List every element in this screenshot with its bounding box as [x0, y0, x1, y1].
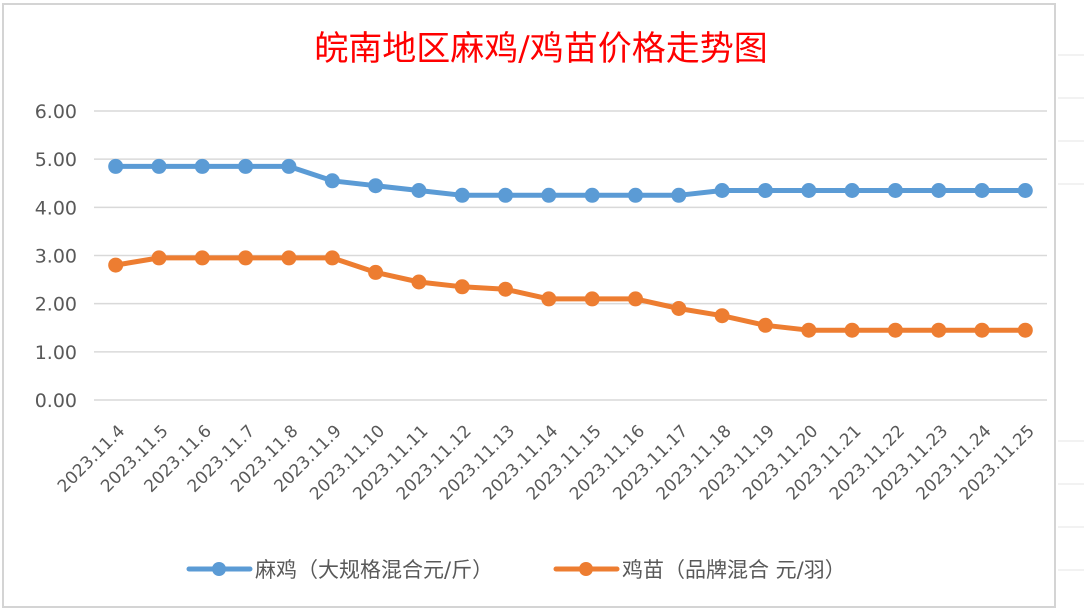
- y-tick-label: 5.00: [35, 149, 77, 171]
- data-point-series-1[interactable]: [1017, 322, 1033, 338]
- data-point-series-0[interactable]: [238, 158, 254, 174]
- data-point-series-1[interactable]: [151, 250, 167, 266]
- data-point-series-1[interactable]: [844, 322, 860, 338]
- y-tick-label: 1.00: [35, 342, 77, 364]
- data-point-series-0[interactable]: [194, 158, 210, 174]
- data-point-series-1[interactable]: [801, 322, 817, 338]
- data-point-series-0[interactable]: [757, 183, 773, 198]
- data-point-series-1[interactable]: [368, 264, 384, 280]
- chart-title: 皖南地区麻鸡/鸡苗价格走势图: [314, 29, 767, 69]
- line-chart: 皖南地区麻鸡/鸡苗价格走势图 0.00 1.00 2.00 3.00 4.00 5.00 6…: [35, 29, 1047, 582]
- data-point-series-1[interactable]: [238, 250, 254, 266]
- data-point-series-1[interactable]: [931, 322, 947, 338]
- data-point-series-1[interactable]: [757, 317, 773, 333]
- y-tick-label: 2.00: [35, 294, 77, 316]
- legend-label-0: 麻鸡（大规格混合元/斤）: [255, 558, 493, 582]
- y-tick-label: 3.00: [35, 246, 77, 268]
- data-point-series-0[interactable]: [324, 173, 340, 189]
- data-point-series-0[interactable]: [368, 178, 384, 194]
- data-point-series-0[interactable]: [498, 187, 513, 203]
- data-point-series-1[interactable]: [108, 257, 124, 273]
- data-point-series-0[interactable]: [931, 183, 947, 198]
- data-point-series-1[interactable]: [194, 250, 210, 266]
- data-point-series-0[interactable]: [844, 183, 860, 198]
- series-line-0: [113, 163, 1028, 198]
- y-tick-label: 0.00: [35, 390, 77, 412]
- legend-swatch-marker-0: [212, 562, 226, 576]
- data-point-series-1[interactable]: [498, 281, 513, 297]
- legend: 麻鸡（大规格混合元/斤） 鸡苗（品牌混合 元/羽）: [186, 558, 846, 582]
- chart-area[interactable]: 皖南地区麻鸡/鸡苗价格走势图 0.00 1.00 2.00 3.00 4.00 5.00 6…: [2, 3, 1056, 608]
- data-point-series-0[interactable]: [281, 158, 297, 174]
- legend-label-1: 鸡苗（品牌混合 元/羽）: [622, 558, 846, 582]
- data-point-series-1[interactable]: [541, 291, 557, 307]
- data-point-series-1[interactable]: [454, 279, 470, 295]
- data-point-series-0[interactable]: [714, 183, 730, 198]
- data-markers: [108, 158, 1033, 338]
- data-point-series-1[interactable]: [974, 322, 990, 338]
- legend-item-series-0[interactable]: 麻鸡（大规格混合元/斤）: [186, 558, 493, 582]
- data-point-series-1[interactable]: [887, 322, 903, 338]
- y-axis-ticks: 0.00 1.00 2.00 3.00 4.00 5.00 6.00: [35, 101, 77, 412]
- data-point-series-0[interactable]: [151, 158, 167, 174]
- data-point-series-0[interactable]: [887, 183, 903, 198]
- data-point-series-1[interactable]: [671, 301, 687, 316]
- data-point-series-1[interactable]: [411, 274, 427, 290]
- data-point-series-1[interactable]: [324, 250, 340, 266]
- data-point-series-0[interactable]: [974, 183, 990, 198]
- data-point-series-0[interactable]: [541, 187, 557, 203]
- x-axis-ticks: 2023.11.42023.11.52023.11.62023.11.72023…: [54, 421, 1039, 504]
- data-point-series-0[interactable]: [454, 187, 470, 203]
- legend-swatch-marker-1: [579, 562, 593, 576]
- data-point-series-0[interactable]: [671, 187, 687, 203]
- y-tick-label: 4.00: [35, 197, 77, 219]
- series-line-1: [113, 255, 1028, 333]
- data-point-series-1[interactable]: [281, 250, 297, 266]
- y-tick-label: 6.00: [35, 101, 77, 123]
- legend-item-series-1[interactable]: 鸡苗（品牌混合 元/羽）: [553, 558, 846, 582]
- series-lines: [113, 163, 1028, 333]
- data-point-series-1[interactable]: [714, 308, 730, 324]
- data-point-series-0[interactable]: [1017, 183, 1033, 198]
- data-point-series-0[interactable]: [411, 183, 427, 198]
- data-point-series-1[interactable]: [584, 291, 600, 307]
- data-point-series-0[interactable]: [628, 187, 643, 203]
- data-point-series-1[interactable]: [628, 291, 643, 307]
- data-point-series-0[interactable]: [584, 187, 600, 203]
- data-point-series-0[interactable]: [801, 183, 817, 198]
- data-point-series-0[interactable]: [108, 158, 124, 174]
